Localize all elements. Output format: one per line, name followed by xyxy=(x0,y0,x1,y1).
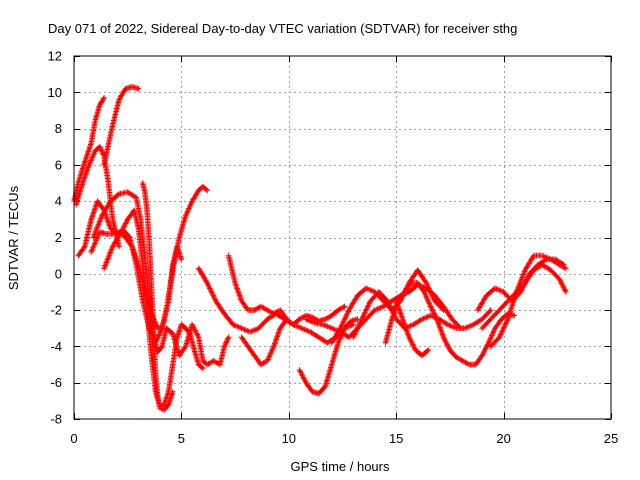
series-points xyxy=(225,252,348,328)
x-tick-label: 15 xyxy=(389,431,403,446)
y-tick-label: -8 xyxy=(50,412,62,427)
series-arc-10 xyxy=(225,252,348,328)
y-tick-label: -4 xyxy=(50,339,62,354)
series-arc-17 xyxy=(393,298,432,359)
series-arc-20 xyxy=(475,256,567,313)
x-tick-label: 0 xyxy=(70,431,77,446)
y-tick-label: 8 xyxy=(55,121,62,136)
series-arc-2 xyxy=(101,84,142,168)
series-arc-7 xyxy=(101,207,206,410)
x-tick-label: 20 xyxy=(496,431,510,446)
series-points xyxy=(75,198,185,346)
x-tick-label: 10 xyxy=(282,431,296,446)
series-arc-16 xyxy=(382,280,518,368)
y-tick-label: 4 xyxy=(55,194,62,209)
plot-frame xyxy=(73,55,612,420)
series-points xyxy=(238,316,290,368)
series-arc-3 xyxy=(73,143,122,250)
y-tick-label: 12 xyxy=(48,49,62,64)
series-points xyxy=(101,207,206,410)
series-points xyxy=(101,84,142,168)
x-tick-label: 25 xyxy=(604,431,618,446)
series-points xyxy=(393,298,432,359)
x-tick-label: 5 xyxy=(178,431,185,446)
y-tick-label: 6 xyxy=(55,157,62,172)
series-points xyxy=(475,256,567,313)
series-arc-18 xyxy=(487,252,569,350)
series-arc-8 xyxy=(139,180,176,413)
series-arc-11 xyxy=(238,316,290,368)
y-tick-label: 10 xyxy=(48,85,62,100)
y-tick-label: 2 xyxy=(55,230,62,245)
y-tick-label: -6 xyxy=(50,375,62,390)
chart-title: Day 071 of 2022, Sidereal Day-to-day VTE… xyxy=(48,21,517,36)
series-arc-4 xyxy=(75,198,185,346)
y-tick-label: -2 xyxy=(50,303,62,318)
series-points xyxy=(487,252,569,350)
data-series xyxy=(71,84,569,413)
series-points xyxy=(382,280,518,368)
series-points xyxy=(139,180,176,413)
y-axis-label: SDTVAR / TECUs xyxy=(6,185,21,290)
x-axis-label: GPS time / hours xyxy=(291,459,390,474)
series-points xyxy=(73,143,122,250)
y-tick-label: 0 xyxy=(55,266,62,281)
